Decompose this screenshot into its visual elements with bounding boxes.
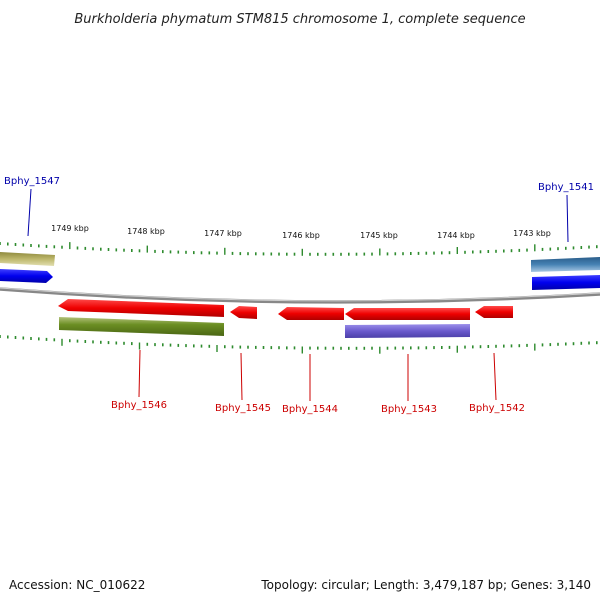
label-bphy-1542[interactable]: Bphy_1542 <box>469 403 525 414</box>
gene-bphy-1546-olive[interactable] <box>59 317 224 336</box>
gene-bphy-1541-steel[interactable] <box>531 257 600 272</box>
label-bphy-1543[interactable]: Bphy_1543 <box>381 404 437 415</box>
label-bphy-1546[interactable]: Bphy_1546 <box>111 400 167 411</box>
gene-bphy-1542-arrow[interactable] <box>475 306 513 318</box>
kbp-scale-top <box>0 242 598 256</box>
leader-bphy-1542 <box>493 352 497 401</box>
label-bphy-1544[interactable]: Bphy_1544 <box>282 404 338 415</box>
gene-bphy-1543-arrow[interactable] <box>345 308 470 320</box>
chromosome-backbone <box>0 287 600 304</box>
kbp-label-1743: 1743 kbp <box>513 229 551 238</box>
label-bphy-1541[interactable]: Bphy_1541 <box>538 182 594 193</box>
map-title: Burkholderia phymatum STM815 chromosome … <box>74 12 525 27</box>
leader-bphy-1541 <box>566 194 569 243</box>
label-bphy-1547[interactable]: Bphy_1547 <box>4 176 60 187</box>
gene-bphy-1546-arrow[interactable] <box>58 299 224 317</box>
kbp-label-1748: 1748 kbp <box>127 227 165 236</box>
kbp-label-1745: 1745 kbp <box>360 231 398 240</box>
gene-bphy-1547-khaki[interactable] <box>0 252 55 266</box>
accession-text: Accession: NC_010622 <box>9 578 146 592</box>
label-bphy-1545[interactable]: Bphy_1545 <box>215 403 271 414</box>
leader-bphy-1546 <box>138 349 141 398</box>
gene-bphy-1541-arrow[interactable] <box>532 275 600 290</box>
leader-bphy-1547 <box>27 188 32 237</box>
leader-bphy-1545 <box>240 352 243 401</box>
kbp-label-1746: 1746 kbp <box>282 231 320 240</box>
kbp-label-1749: 1749 kbp <box>51 224 89 233</box>
gene-bphy-1547-arrow[interactable] <box>0 269 53 283</box>
topology-text: Topology: circular; Length: 3,479,187 bp… <box>261 578 591 592</box>
gene-bphy-1545-arrow[interactable] <box>230 306 257 319</box>
gene-bphy-1544-arrow[interactable] <box>278 307 344 320</box>
kbp-label-1744: 1744 kbp <box>437 231 475 240</box>
gene-bphy-1543-purple[interactable] <box>345 324 470 338</box>
kbp-scale-bottom <box>0 335 598 354</box>
kbp-label-1747: 1747 kbp <box>204 229 242 238</box>
